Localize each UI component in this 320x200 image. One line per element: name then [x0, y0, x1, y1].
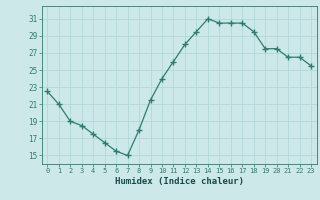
X-axis label: Humidex (Indice chaleur): Humidex (Indice chaleur)	[115, 177, 244, 186]
